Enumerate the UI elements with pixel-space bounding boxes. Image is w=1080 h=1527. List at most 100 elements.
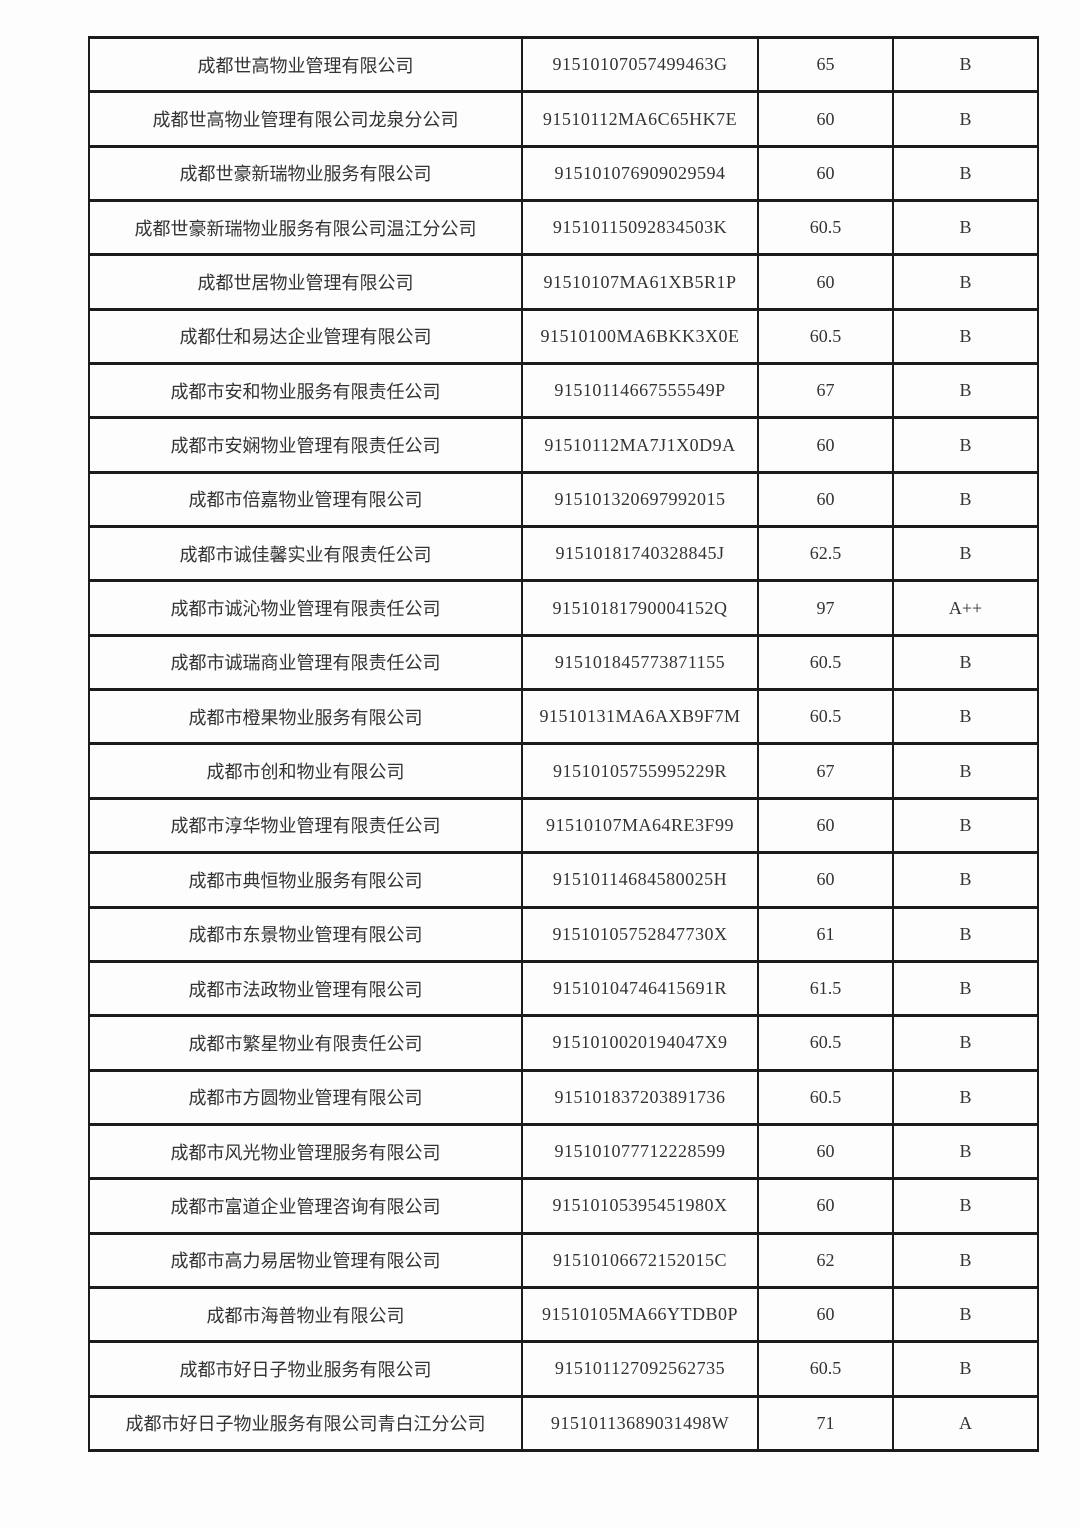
table-row: 成都世高物业管理有限公司龙泉分公司 91510112MA6C65HK7E 60 B bbox=[88, 90, 1039, 148]
rating-cell: B bbox=[892, 470, 1039, 529]
rating-cell: B bbox=[892, 253, 1039, 311]
credit-code-cell: 91510112MA6C65HK7E bbox=[521, 90, 759, 148]
company-name-cell: 成都市诚瑞商业管理有限责任公司 bbox=[88, 633, 523, 692]
credit-code-cell: 91510114684580025H bbox=[521, 851, 759, 909]
company-name-cell: 成都仕和易达企业管理有限公司 bbox=[88, 307, 523, 366]
credit-code-cell: 91510106672152015C bbox=[521, 1231, 759, 1289]
rating-cell: B bbox=[892, 742, 1039, 800]
score-cell: 67 bbox=[757, 362, 894, 420]
table-row: 成都市海普物业有限公司 91510105MA66YTDB0P 60 B bbox=[88, 1285, 1039, 1344]
credit-code-cell: 915101320697992015 bbox=[521, 470, 759, 529]
table-row: 成都仕和易达企业管理有限公司 91510100MA6BKK3X0E 60.5 B bbox=[88, 307, 1039, 366]
credit-code-cell: 91510100MA6BKK3X0E bbox=[521, 307, 759, 366]
company-name-cell: 成都市富道企业管理咨询有限公司 bbox=[88, 1177, 523, 1235]
company-name-cell: 成都市橙果物业服务有限公司 bbox=[88, 688, 523, 746]
company-name-cell: 成都市典恒物业服务有限公司 bbox=[88, 851, 523, 909]
credit-code-cell: 91510114667555549P bbox=[521, 362, 759, 420]
rating-cell: B bbox=[892, 688, 1039, 746]
score-cell: 71 bbox=[757, 1394, 894, 1453]
score-cell: 60 bbox=[757, 416, 894, 474]
company-name-cell: 成都市海普物业有限公司 bbox=[88, 1285, 523, 1344]
rating-cell: B bbox=[892, 362, 1039, 420]
score-cell: 60.5 bbox=[757, 1014, 894, 1072]
rating-cell: B bbox=[892, 416, 1039, 474]
score-cell: 60 bbox=[757, 851, 894, 909]
company-name-cell: 成都市法政物业管理有限公司 bbox=[88, 959, 523, 1018]
rating-cell: B bbox=[892, 525, 1039, 583]
rating-cell: B bbox=[892, 796, 1039, 855]
table-row: 成都市诚沁物业管理有限责任公司 91510181790004152Q 97 A++ bbox=[88, 579, 1039, 637]
table-row: 成都市法政物业管理有限公司 91510104746415691R 61.5 B bbox=[88, 959, 1039, 1018]
company-name-cell: 成都市好日子物业服务有限公司青白江分公司 bbox=[88, 1394, 523, 1453]
table-row: 成都市富道企业管理咨询有限公司 91510105395451980X 60 B bbox=[88, 1177, 1039, 1235]
rating-cell: B bbox=[892, 851, 1039, 909]
credit-code-cell: 91510107057499463G bbox=[521, 35, 759, 94]
score-cell: 60.5 bbox=[757, 307, 894, 366]
company-name-cell: 成都市东景物业管理有限公司 bbox=[88, 905, 523, 963]
credit-code-cell: 91510105752847730X bbox=[521, 905, 759, 963]
score-cell: 60.5 bbox=[757, 1068, 894, 1126]
company-name-cell: 成都市高力易居物业管理有限公司 bbox=[88, 1231, 523, 1289]
company-name-cell: 成都世高物业管理有限公司 bbox=[88, 35, 523, 94]
credit-code-cell: 915101127092562735 bbox=[521, 1340, 759, 1398]
rating-cell: B bbox=[892, 199, 1039, 257]
table-row: 成都市安和物业服务有限责任公司 91510114667555549P 67 B bbox=[88, 362, 1039, 420]
credit-code-cell: 915101837203891736 bbox=[521, 1068, 759, 1126]
company-name-cell: 成都世高物业管理有限公司龙泉分公司 bbox=[88, 90, 523, 148]
table-row: 成都市典恒物业服务有限公司 91510114684580025H 60 B bbox=[88, 851, 1039, 909]
rating-cell: B bbox=[892, 35, 1039, 94]
company-name-cell: 成都市安和物业服务有限责任公司 bbox=[88, 362, 523, 420]
rating-cell: B bbox=[892, 633, 1039, 692]
credit-code-cell: 91510181740328845J bbox=[521, 525, 759, 583]
table-row: 成都世豪新瑞物业服务有限公司 915101076909029594 60 B bbox=[88, 144, 1039, 203]
company-name-cell: 成都世豪新瑞物业服务有限公司 bbox=[88, 144, 523, 203]
score-cell: 60 bbox=[757, 1122, 894, 1181]
credit-code-cell: 91510112MA7J1X0D9A bbox=[521, 416, 759, 474]
credit-code-cell: 915101077712228599 bbox=[521, 1122, 759, 1181]
score-cell: 60 bbox=[757, 90, 894, 148]
credit-code-cell: 91510105MA66YTDB0P bbox=[521, 1285, 759, 1344]
credit-code-cell: 91510113689031498W bbox=[521, 1394, 759, 1453]
company-name-cell: 成都市诚沁物业管理有限责任公司 bbox=[88, 579, 523, 637]
table-row: 成都市倍嘉物业管理有限公司 915101320697992015 60 B bbox=[88, 470, 1039, 529]
company-name-cell: 成都市繁星物业有限责任公司 bbox=[88, 1014, 523, 1072]
score-cell: 60 bbox=[757, 470, 894, 529]
rating-cell: B bbox=[892, 1177, 1039, 1235]
table-row: 成都世豪新瑞物业服务有限公司温江分公司 91510115092834503K 60.… bbox=[88, 199, 1039, 257]
rating-cell: B bbox=[892, 307, 1039, 366]
company-name-cell: 成都市创和物业有限公司 bbox=[88, 742, 523, 800]
table-row: 成都市繁星物业有限责任公司 9151010020194047X9 60.5 B bbox=[88, 1014, 1039, 1072]
rating-cell: A++ bbox=[892, 579, 1039, 637]
rating-cell: B bbox=[892, 144, 1039, 203]
rating-cell: B bbox=[892, 1014, 1039, 1072]
table-row: 成都市好日子物业服务有限公司 915101127092562735 60.5 B bbox=[88, 1340, 1039, 1398]
score-cell: 60.5 bbox=[757, 1340, 894, 1398]
score-cell: 60.5 bbox=[757, 688, 894, 746]
credit-code-cell: 91510115092834503K bbox=[521, 199, 759, 257]
rating-cell: B bbox=[892, 1231, 1039, 1289]
credit-code-cell: 91510181790004152Q bbox=[521, 579, 759, 637]
rating-cell: A bbox=[892, 1394, 1039, 1453]
rating-cell: B bbox=[892, 959, 1039, 1018]
score-cell: 60.5 bbox=[757, 199, 894, 257]
table-row: 成都市创和物业有限公司 91510105755995229R 67 B bbox=[88, 742, 1039, 800]
credit-code-cell: 915101076909029594 bbox=[521, 144, 759, 203]
credit-code-cell: 9151010020194047X9 bbox=[521, 1014, 759, 1072]
credit-code-cell: 915101845773871155 bbox=[521, 633, 759, 692]
rating-cell: B bbox=[892, 1068, 1039, 1126]
rating-cell: B bbox=[892, 90, 1039, 148]
score-cell: 60 bbox=[757, 1177, 894, 1235]
table-row: 成都市风光物业管理服务有限公司 915101077712228599 60 B bbox=[88, 1122, 1039, 1181]
company-name-cell: 成都市风光物业管理服务有限公司 bbox=[88, 1122, 523, 1181]
table-row: 成都市诚佳馨实业有限责任公司 91510181740328845J 62.5 B bbox=[88, 525, 1039, 583]
score-cell: 62 bbox=[757, 1231, 894, 1289]
score-cell: 60 bbox=[757, 1285, 894, 1344]
score-cell: 61.5 bbox=[757, 959, 894, 1018]
company-name-cell: 成都市淳华物业管理有限责任公司 bbox=[88, 796, 523, 855]
company-name-cell: 成都市安娴物业管理有限责任公司 bbox=[88, 416, 523, 474]
score-cell: 60 bbox=[757, 144, 894, 203]
score-cell: 60.5 bbox=[757, 633, 894, 692]
table-row: 成都市淳华物业管理有限责任公司 91510107MA64RE3F99 60 B bbox=[88, 796, 1039, 855]
credit-code-cell: 91510131MA6AXB9F7M bbox=[521, 688, 759, 746]
